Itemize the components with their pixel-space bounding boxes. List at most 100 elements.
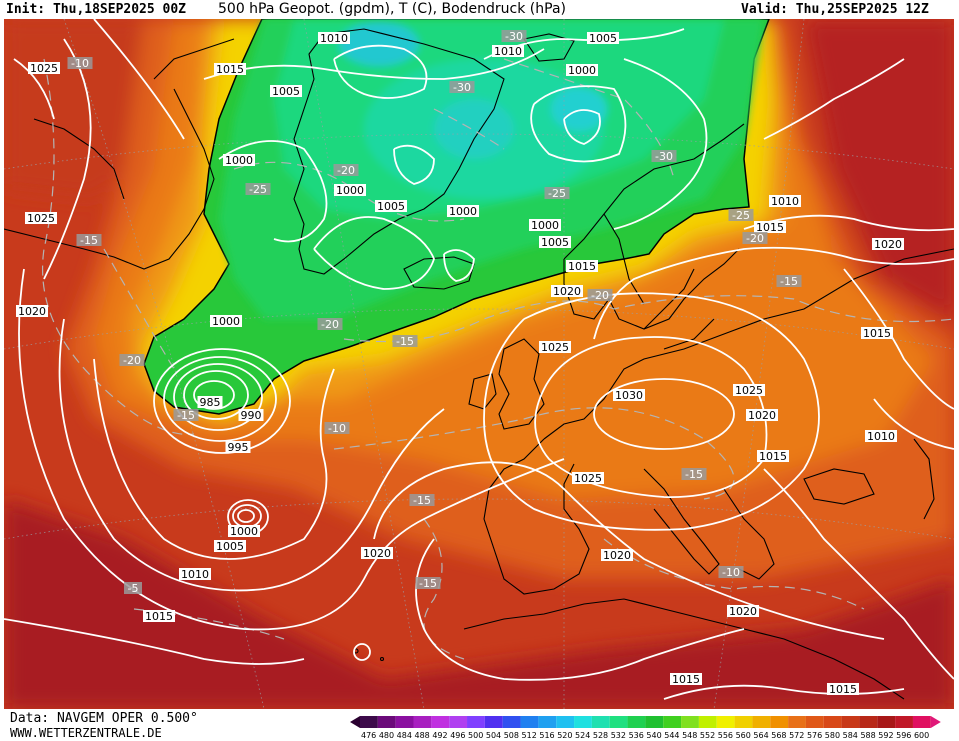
colorbar-swatch <box>609 716 628 728</box>
header-bar: Init: Thu,18SEP2025 00Z 500 hPa Geopot. … <box>0 0 959 19</box>
colorbar-swatch <box>841 716 860 728</box>
colorbar-tick-label: 532 <box>611 731 626 740</box>
isotherm-label: -15 <box>173 409 199 422</box>
colorbar-tick-label: 564 <box>753 731 768 740</box>
isotherm-label: -20 <box>119 354 145 367</box>
isobar-label: 1010 <box>318 32 350 45</box>
colorbar-tick-label: 520 <box>557 731 572 740</box>
isotherm-label: -20 <box>333 164 359 177</box>
isobar-label: 1015 <box>757 450 789 463</box>
colorbar-tick-label: 488 <box>415 731 430 740</box>
isotherm-label-text: -20 <box>591 289 609 302</box>
isotherm-label: -30 <box>651 150 677 163</box>
isobar-label-text: 1000 <box>212 315 240 328</box>
isotherm-label: -20 <box>587 289 613 302</box>
isobar-label-text: 1000 <box>225 154 253 167</box>
isobar-label-text: 1020 <box>553 285 581 298</box>
isobar-label: 1000 <box>447 205 479 218</box>
colorbar-tick-label: 504 <box>486 731 501 740</box>
isotherm-label-text: -10 <box>71 57 89 70</box>
isobar-label-text: 1000 <box>531 219 559 232</box>
colorbar-tick-label: 556 <box>718 731 733 740</box>
isobar-label: 1010 <box>179 568 211 581</box>
isotherm-label-text: -15 <box>413 494 431 507</box>
isobar-label-text: 1020 <box>363 547 391 560</box>
colorbar-tick-label: 508 <box>504 731 519 740</box>
isotherm-label: -25 <box>245 183 271 196</box>
isotherm-label-text: -5 <box>128 582 139 595</box>
colorbar-tick-label: 516 <box>539 731 554 740</box>
isobar-label-text: 1025 <box>541 341 569 354</box>
init-time: Init: Thu,18SEP2025 00Z <box>6 2 187 17</box>
isobar-label: 1015 <box>566 260 598 273</box>
colorbar-tick-label: 588 <box>860 731 875 740</box>
isotherm-label: -10 <box>67 57 93 70</box>
isobar-label: 1010 <box>865 430 897 443</box>
isobar-label: 1005 <box>214 540 246 553</box>
isobar-label-text: 1005 <box>589 32 617 45</box>
isotherm-label: -10 <box>718 566 744 579</box>
isobar-label: 1025 <box>539 341 571 354</box>
isobars <box>4 19 954 700</box>
isobar-label: 1025 <box>572 472 604 485</box>
isobar-label-text: 1015 <box>672 673 700 686</box>
isobar-label: 1020 <box>746 409 778 422</box>
colorbar-tick-label: 528 <box>593 731 608 740</box>
colorbar-tick-label: 476 <box>361 731 376 740</box>
isotherm-label: -30 <box>449 81 475 94</box>
isotherm-label-text: -20 <box>746 232 764 245</box>
colorbar-tick-label: 540 <box>646 731 661 740</box>
footer-bar: Data: NAVGEM OPER 0.500° WWW.WETTERZENTR… <box>0 709 959 741</box>
isobar-label: 1000 <box>566 64 598 77</box>
isobar-label: 1020 <box>727 605 759 618</box>
colorbar-swatch <box>788 716 806 728</box>
colorbar-tick-label: 568 <box>771 731 786 740</box>
isobar-label: 1015 <box>670 673 702 686</box>
isotherm-label-text: -25 <box>548 187 566 200</box>
isobar-label-text: 1020 <box>748 409 776 422</box>
colorbar-swatch <box>520 716 539 728</box>
colorbar-tick-label: 512 <box>522 731 537 740</box>
isotherm-label-text: -10 <box>328 422 346 435</box>
colorbar-tick-label: 560 <box>736 731 751 740</box>
colorbar-tick-label: 536 <box>629 731 644 740</box>
isobar-label-text: 1000 <box>230 525 258 538</box>
colorbar-tick-label: 484 <box>397 731 412 740</box>
isobar-label-text: 1010 <box>867 430 895 443</box>
isobar-label-text: 1010 <box>771 195 799 208</box>
isobar-label-text: 1005 <box>272 85 300 98</box>
colorbar-tick-label: 584 <box>843 731 858 740</box>
colorbar-swatch <box>734 716 753 728</box>
isobar-label: 1000 <box>334 184 366 197</box>
isotherm-label-text: -30 <box>453 81 471 94</box>
isobar-label: 1000 <box>529 219 561 232</box>
isotherm-label: -15 <box>409 494 435 507</box>
colorbar-swatch <box>574 716 592 728</box>
isotherm-label: -20 <box>317 318 343 331</box>
colorbar-tick-label: 500 <box>468 731 483 740</box>
colorbar-swatch <box>627 716 646 728</box>
colorbar-swatch <box>360 716 378 728</box>
colorbar-swatch <box>467 716 485 728</box>
isobar-label: 1020 <box>551 285 583 298</box>
colorbar-swatch <box>502 716 521 728</box>
coastlines <box>4 28 954 700</box>
colorbar-swatch <box>449 716 468 728</box>
isobar-label: 1010 <box>492 45 524 58</box>
isobar-label: 1030 <box>613 389 645 402</box>
colorbar-tick-label: 492 <box>432 731 447 740</box>
isobar-label-text: 985 <box>200 396 221 409</box>
isotherm-label: -15 <box>415 577 441 590</box>
isotherm-label: -15 <box>681 468 707 481</box>
site-credit: WWW.WETTERZENTRALE.DE <box>10 726 162 740</box>
colorbar-swatch <box>484 716 503 728</box>
colorbar-swatch <box>716 716 735 728</box>
isobar-label-text: 1020 <box>18 305 46 318</box>
isobar-label: 985 <box>197 396 223 409</box>
colorbar-swatch <box>823 716 842 728</box>
colorbar-tick-label: 544 <box>664 731 679 740</box>
isobar-label: 1015 <box>214 63 246 76</box>
isobar-label-text: 1005 <box>541 236 569 249</box>
isobar-label-text: 1025 <box>574 472 602 485</box>
